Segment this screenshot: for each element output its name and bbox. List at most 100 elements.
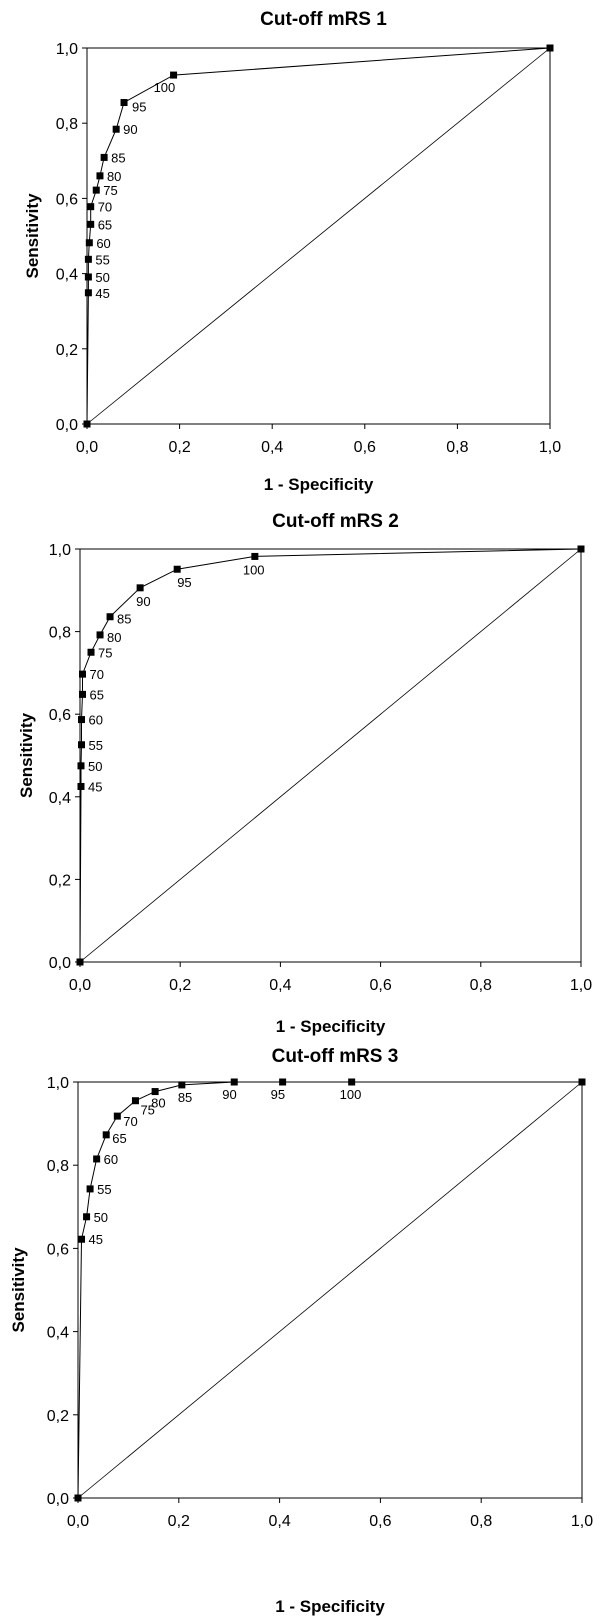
point-label: 95	[271, 1087, 285, 1102]
roc-point-marker	[85, 239, 93, 247]
roc-point-marker	[79, 670, 87, 678]
point-label: 85	[178, 1090, 192, 1105]
y-tick-label: 0,8	[47, 1158, 69, 1175]
roc-point-marker	[170, 71, 178, 79]
point-label: 45	[89, 1232, 103, 1247]
roc-curve-line	[77, 1081, 582, 1499]
roc-point-marker	[173, 565, 181, 573]
roc-point-marker	[178, 1081, 186, 1089]
point-label: 70	[90, 667, 104, 682]
roc-point-marker	[112, 125, 120, 133]
y-tick-label: 0,6	[56, 191, 78, 208]
roc-point-marker	[113, 1112, 121, 1120]
point-label: 75	[140, 1103, 154, 1118]
chart-title: Cut-off mRS 2	[272, 511, 399, 532]
roc-point-marker	[76, 958, 84, 966]
roc-point-marker	[86, 1185, 94, 1193]
y-tick-label: 0,4	[49, 790, 71, 807]
y-tick-label: 0,4	[47, 1325, 69, 1342]
point-label: 60	[104, 1152, 118, 1167]
roc-point-marker	[279, 1078, 287, 1086]
point-label: 70	[123, 1114, 137, 1129]
plot-frame	[79, 548, 582, 963]
roc-curve-line	[79, 548, 582, 963]
roc-point-marker	[78, 1235, 86, 1243]
point-label: 90	[136, 594, 150, 609]
point-label: 50	[88, 759, 102, 774]
x-axis-title: 1 - Specificity	[275, 1597, 385, 1616]
x-tick-label: 0,0	[67, 1513, 89, 1530]
point-label: 50	[94, 1210, 108, 1225]
x-tick-label: 0,2	[168, 1513, 190, 1530]
x-tick-label: 0,0	[76, 439, 98, 456]
roc-point-marker	[546, 44, 554, 52]
y-tick-label: 0,0	[47, 1491, 69, 1508]
roc-point-marker	[96, 631, 104, 639]
roc-point-marker	[79, 690, 87, 698]
point-label: 95	[177, 575, 191, 590]
point-label: 100	[340, 1087, 362, 1102]
y-tick-label: 0,8	[56, 116, 78, 133]
roc-point-marker	[78, 741, 86, 749]
roc-point-marker	[83, 420, 91, 428]
y-tick-label: 0,8	[49, 625, 71, 642]
plot-frame	[86, 47, 551, 425]
x-tick-label: 0,6	[369, 1513, 391, 1530]
roc-point-marker	[78, 716, 86, 724]
point-label: 60	[96, 236, 110, 251]
roc-point-marker	[77, 762, 85, 770]
roc-point-marker	[136, 584, 144, 592]
point-label: 100	[243, 562, 265, 577]
roc-point-marker	[348, 1078, 356, 1086]
roc-point-marker	[83, 1213, 91, 1221]
point-label: 65	[90, 687, 104, 702]
x-tick-label: 1,0	[571, 1513, 593, 1530]
y-tick-label: 1,0	[47, 1075, 69, 1092]
roc-point-marker	[131, 1097, 139, 1105]
point-label: 95	[132, 100, 146, 115]
x-tick-label: 1,0	[570, 977, 592, 994]
reference-diagonal	[77, 1081, 583, 1499]
point-label: 45	[95, 286, 109, 301]
reference-diagonal	[79, 548, 582, 963]
point-label: 45	[88, 779, 102, 794]
x-tick-label: 0,4	[261, 439, 283, 456]
x-tick-label: 0,2	[168, 439, 190, 456]
x-axis-title: 1 - Specificity	[276, 1017, 386, 1036]
x-axis-title: 1 - Specificity	[264, 475, 374, 494]
point-label: 55	[89, 738, 103, 753]
point-label: 80	[107, 169, 121, 184]
y-tick-label: 0,4	[56, 267, 78, 284]
x-tick-label: 0,4	[269, 977, 291, 994]
x-tick-label: 0,6	[369, 977, 391, 994]
x-tick-label: 0,2	[169, 977, 191, 994]
reference-diagonal	[86, 47, 551, 425]
x-tick-label: 0,8	[470, 977, 492, 994]
point-label: 85	[117, 612, 131, 627]
roc-point-marker	[87, 648, 95, 656]
point-label: 60	[89, 713, 103, 728]
point-label: 80	[151, 1096, 165, 1111]
y-axis-title: Sensitivity	[17, 712, 36, 798]
point-label: 75	[103, 183, 117, 198]
x-tick-label: 0,8	[470, 1513, 492, 1530]
y-tick-label: 0,2	[47, 1408, 69, 1425]
roc-point-marker	[92, 186, 100, 194]
x-tick-label: 0,4	[268, 1513, 290, 1530]
roc-point-marker	[230, 1078, 238, 1086]
y-axis-title: Sensitivity	[9, 1247, 28, 1333]
point-label: 100	[154, 80, 176, 95]
point-label: 90	[222, 1087, 236, 1102]
y-axis-title: Sensitivity	[23, 193, 42, 279]
x-tick-label: 0,8	[446, 439, 468, 456]
point-label: 70	[98, 200, 112, 215]
point-label: 85	[111, 150, 125, 165]
roc-point-marker	[93, 1155, 101, 1163]
roc-point-marker	[120, 99, 128, 107]
chart-title: Cut-off mRS 1	[260, 9, 387, 30]
roc-point-marker	[96, 172, 104, 180]
roc-point-marker	[77, 782, 85, 790]
y-tick-label: 0,2	[49, 872, 71, 889]
roc-point-marker	[578, 1078, 586, 1086]
